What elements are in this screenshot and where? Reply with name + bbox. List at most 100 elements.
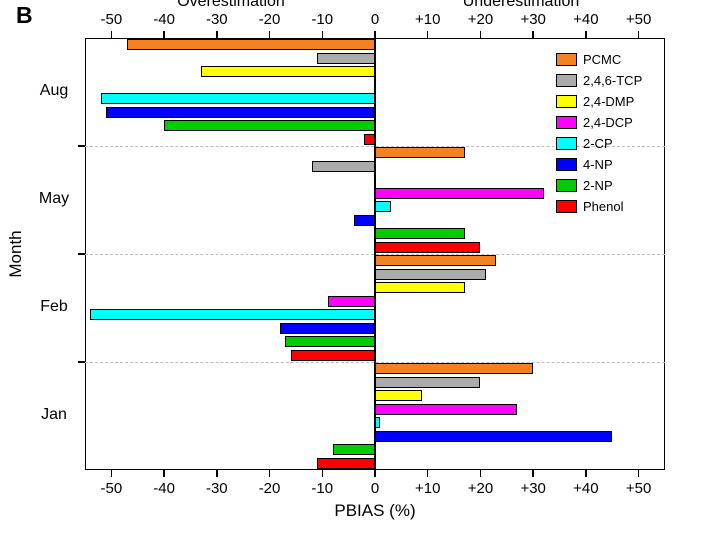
- legend-swatch-4-np: [556, 158, 577, 171]
- month-label-feb: Feb: [40, 298, 68, 315]
- top-tick-label: +20: [467, 11, 494, 28]
- month-label-aug: Aug: [39, 82, 69, 99]
- top-tick-label: 0: [370, 11, 380, 28]
- bottom-tick-mark: [637, 470, 640, 477]
- month-label-may: May: [38, 190, 70, 207]
- bottom-tick-label: +50: [625, 480, 652, 497]
- left-tick-mark: [78, 145, 85, 147]
- bar-4-np-aug: [106, 106, 375, 118]
- bottom-tick-mark: [479, 470, 482, 477]
- bottom-tick-label: +10: [414, 480, 441, 497]
- bar-2-np-feb: [285, 336, 375, 347]
- bar-phenol-feb: [290, 349, 375, 361]
- legend-swatch-phenol: [556, 200, 577, 213]
- top-tick-mark: [321, 31, 324, 38]
- top-tick-label: +10: [414, 11, 441, 28]
- bottom-tick-mark: [585, 470, 587, 477]
- bar-2-np-jan: [332, 444, 375, 455]
- bar-2-4-6-tcp-jan: [375, 376, 481, 388]
- legend-swatch-2-np: [556, 179, 577, 192]
- bar-2-4-6-tcp-may: [311, 160, 375, 172]
- left-tick-mark: [78, 361, 85, 363]
- bottom-tick-label: +20: [467, 480, 494, 497]
- zero-line: [374, 38, 376, 470]
- bottom-tick-mark: [268, 470, 271, 477]
- top-tick-label: -30: [205, 11, 228, 28]
- bottom-tick-mark: [163, 470, 165, 477]
- bar-4-np-feb: [280, 322, 375, 334]
- bar-2-4-dmp-feb: [375, 282, 465, 293]
- top-tick-mark: [637, 31, 640, 38]
- y-axis-label: Month: [6, 230, 25, 278]
- bottom-tick-mark: [110, 470, 113, 477]
- bar-2-4-dmp-aug: [201, 66, 375, 77]
- legend-swatch-2-4-dmp: [556, 95, 577, 108]
- legend-swatch-2-cp: [556, 137, 577, 150]
- bottom-tick-label: +40: [573, 480, 599, 497]
- legend-label-4-np: 4-NP: [583, 157, 613, 172]
- bar-2-cp-aug: [100, 93, 375, 104]
- top-tick-mark: [479, 31, 482, 38]
- legend-label-pcmc: PCMC: [583, 52, 622, 67]
- top-tick-label: +40: [573, 11, 599, 28]
- bar-2-cp-jan: [375, 417, 381, 428]
- top-tick-label: +30: [520, 11, 546, 28]
- top-tick-mark: [268, 31, 271, 38]
- bar-pcmc-jan: [375, 363, 534, 374]
- month-label-jan: Jan: [41, 406, 67, 423]
- bar-phenol-jan: [317, 457, 375, 469]
- bar-2-4-6-tcp-feb: [375, 268, 486, 280]
- bottom-tick-label: 0: [370, 480, 380, 497]
- bar-phenol-aug: [364, 133, 375, 145]
- bar-2-4-dmp-jan: [375, 390, 423, 401]
- top-tick-mark: [585, 31, 587, 38]
- legend-swatch-2-4-dcp: [556, 116, 577, 129]
- underestimation-label: Underestimation: [462, 0, 580, 10]
- top-tick-mark: [110, 31, 113, 38]
- legend-label-2-cp: 2-CP: [583, 136, 613, 151]
- bottom-tick-label: -30: [205, 480, 228, 497]
- bar-pcmc-feb: [375, 255, 497, 266]
- legend-label-2-np: 2-NP: [583, 178, 613, 193]
- bottom-tick-mark: [532, 470, 534, 477]
- bar-2-cp-may: [375, 201, 391, 212]
- bottom-tick-label: -10: [311, 480, 334, 497]
- bottom-tick-label: -20: [258, 480, 281, 497]
- bar-pcmc-may: [375, 147, 465, 158]
- legend-swatch-2-4-6-tcp: [556, 74, 577, 87]
- x-axis-label: PBIAS (%): [334, 501, 416, 520]
- left-tick-mark: [78, 253, 85, 255]
- top-tick-label: -10: [311, 11, 334, 28]
- bar-4-np-may: [353, 214, 375, 226]
- panel-label: B: [16, 2, 33, 28]
- bottom-tick-label: -50: [100, 480, 123, 497]
- bottom-tick-label: -40: [153, 480, 175, 497]
- bar-4-np-jan: [375, 430, 613, 442]
- bar-2-np-aug: [164, 120, 375, 131]
- top-tick-label: -50: [100, 11, 123, 28]
- top-tick-mark: [532, 31, 534, 38]
- top-tick-label: -40: [153, 11, 175, 28]
- legend-label-2-4-6-tcp: 2,4,6-TCP: [583, 73, 643, 88]
- bottom-tick-label: +30: [520, 480, 546, 497]
- top-tick-mark: [374, 31, 376, 38]
- top-tick-mark: [163, 31, 165, 38]
- top-tick-mark: [216, 31, 218, 38]
- legend-label-phenol: Phenol: [583, 199, 624, 214]
- bar-2-4-dcp-may: [375, 187, 544, 199]
- bar-2-np-may: [375, 228, 465, 239]
- bar-2-cp-feb: [90, 309, 375, 320]
- bar-pcmc-aug: [127, 39, 375, 50]
- bottom-tick-mark: [426, 470, 429, 477]
- legend-label-2-4-dcp: 2,4-DCP: [583, 115, 633, 130]
- legend-swatch-pcmc: [556, 53, 577, 66]
- bottom-tick-mark: [321, 470, 324, 477]
- bar-phenol-may: [375, 241, 481, 253]
- top-tick-label: -20: [258, 11, 281, 28]
- bottom-tick-mark: [374, 470, 376, 477]
- top-tick-mark: [426, 31, 429, 38]
- legend-label-2-4-dmp: 2,4-DMP: [583, 94, 635, 109]
- overestimation-label: Overestimation: [177, 0, 285, 10]
- bar-2-4-6-tcp-aug: [317, 52, 375, 64]
